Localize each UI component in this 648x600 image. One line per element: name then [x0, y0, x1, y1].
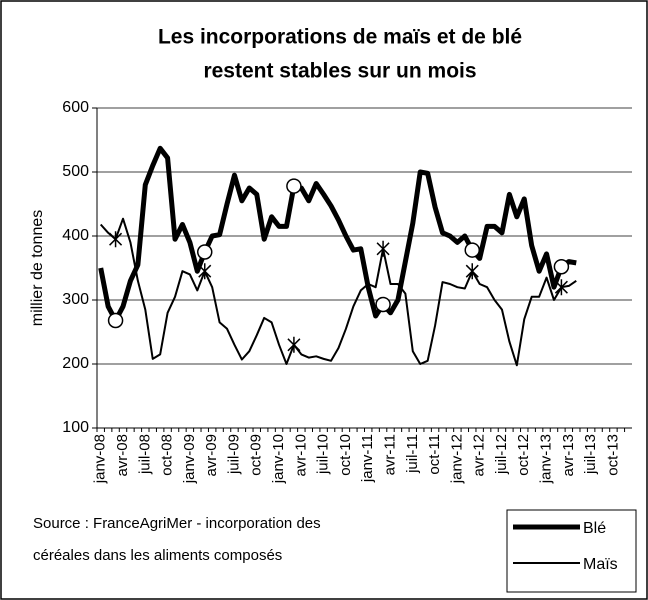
- y-tick-label: 600: [62, 99, 89, 116]
- x-tick-label: avr-13: [560, 434, 577, 477]
- series-line: [98, 145, 577, 323]
- marker: [553, 258, 570, 275]
- marker: [109, 231, 123, 248]
- marker: [464, 242, 480, 258]
- x-tick-label: juil-10: [315, 434, 332, 475]
- x-tick-label: janv-11: [359, 434, 376, 483]
- x-tick-label: juil-12: [493, 434, 510, 475]
- x-tick-label: oct-08: [159, 434, 176, 476]
- chart-title: restent stables sur un mois: [203, 60, 476, 83]
- x-tick-label: oct-09: [248, 434, 265, 476]
- x-tick-label: janv-10: [270, 434, 287, 484]
- y-axis-label: millier de tonnes: [29, 210, 46, 327]
- x-tick-label: avr-12: [471, 434, 488, 477]
- marker: [286, 178, 302, 194]
- x-tick-label: janv-12: [448, 434, 465, 484]
- x-tick-label: oct-13: [604, 434, 621, 476]
- marker: [375, 296, 391, 313]
- x-tick-label: janv-09: [181, 434, 198, 484]
- y-tick-label: 100: [62, 419, 89, 436]
- legend: [506, 509, 637, 593]
- marker: [196, 244, 213, 260]
- x-tick-label: avr-09: [203, 434, 220, 477]
- x-tick-label: juil-11: [404, 434, 421, 474]
- marker: [287, 336, 301, 353]
- marker: [198, 263, 212, 280]
- legend-label: Maïs: [583, 556, 618, 573]
- marker: [376, 240, 390, 257]
- chart-title: Les incorporations de maïs et de blé: [158, 26, 522, 49]
- x-tick-label: juil-13: [582, 434, 599, 475]
- marker: [554, 279, 568, 296]
- series-line: [99, 217, 577, 367]
- x-tick-label: avr-11: [381, 434, 398, 475]
- marker: [465, 263, 479, 280]
- x-tick-label: janv-08: [92, 434, 109, 484]
- source-note: céréales dans les aliments composés: [33, 547, 282, 564]
- y-tick-label: 200: [62, 355, 89, 372]
- x-tick-label: avr-08: [114, 434, 131, 477]
- x-tick-label: oct-10: [337, 434, 354, 476]
- y-tick-label: 300: [62, 291, 89, 308]
- x-tick-label: janv-13: [538, 434, 555, 484]
- x-tick-label: avr-10: [292, 434, 309, 477]
- marker: [107, 312, 124, 329]
- x-tick-label: oct-11: [426, 434, 443, 475]
- source-note: Source : FranceAgriMer - incorporation d…: [33, 515, 321, 532]
- x-tick-label: oct-12: [515, 434, 532, 476]
- legend-label: Blé: [583, 520, 606, 537]
- y-tick-label: 400: [62, 227, 89, 244]
- x-tick-label: juil-08: [136, 434, 153, 475]
- y-tick-label: 500: [62, 163, 89, 180]
- x-tick-label: juil-09: [225, 434, 242, 475]
